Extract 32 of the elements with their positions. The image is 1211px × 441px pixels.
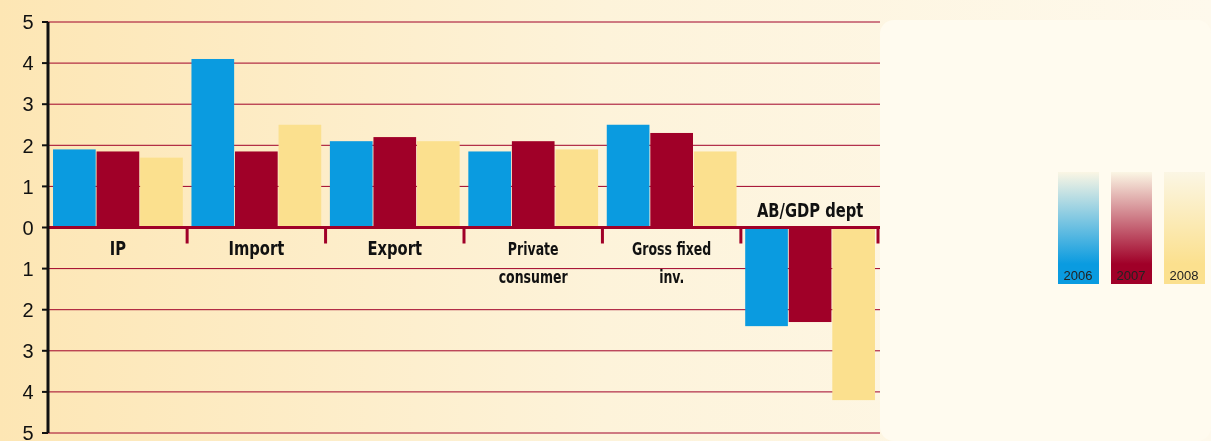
y-tick-label: 1 <box>22 257 34 280</box>
y-tick-label: 3 <box>22 340 34 362</box>
x-tick-label: IP <box>109 236 127 260</box>
y-tick-label: 5 <box>22 422 34 441</box>
text: 2007 <box>1116 268 1146 283</box>
bar <box>53 149 96 228</box>
y-tick-label: 2 <box>22 134 34 157</box>
x-tick-label: Import <box>228 236 285 260</box>
bar <box>606 124 650 228</box>
y-tick-label: 1 <box>22 175 34 198</box>
bar <box>555 149 599 228</box>
y-tick-label: 4 <box>22 52 34 75</box>
bar <box>745 227 788 327</box>
bar <box>468 151 512 228</box>
bar <box>693 151 737 228</box>
x-tick-label: Gross fixed inv. <box>632 240 712 288</box>
y-tick-label: 3 <box>22 93 34 116</box>
bar <box>416 141 460 228</box>
bar <box>329 141 373 228</box>
bar <box>278 124 322 228</box>
bar <box>140 157 183 228</box>
y-tick-label: 4 <box>22 381 34 404</box>
y-tick-label: 0 <box>22 216 34 239</box>
bar <box>191 58 235 228</box>
x-tick-label: Export <box>367 236 423 260</box>
x-tick-label: Private consumer <box>498 240 568 288</box>
y-tick-label: 2 <box>22 298 34 321</box>
text: 2008 <box>1169 268 1199 283</box>
x-tick-label: AB/GDP dept <box>756 198 864 222</box>
text: 2006 <box>1063 268 1093 283</box>
y-tick-label: 5 <box>22 11 34 34</box>
bar <box>832 227 875 401</box>
